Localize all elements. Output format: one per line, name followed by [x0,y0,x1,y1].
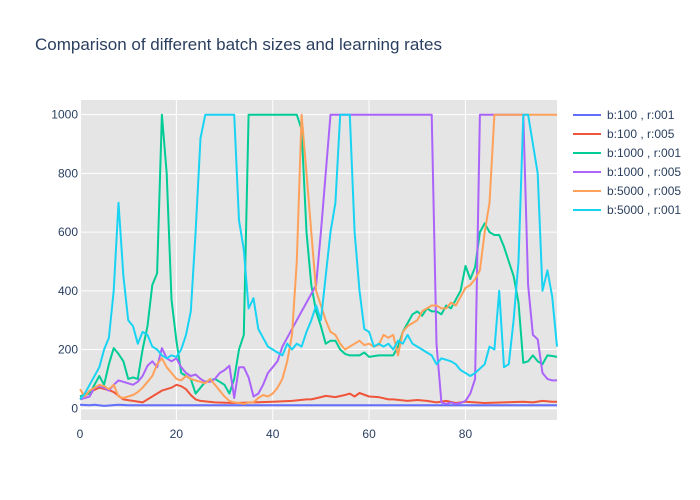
x-tick-label: 40 [266,427,280,441]
legend-item[interactable]: b:5000 , r:001 [573,203,681,217]
legend-item[interactable]: b:100 , r:001 [573,108,675,122]
y-tick-label: 600 [58,225,78,239]
series-line-b-5000-r-001 [79,113,558,401]
legend-label: b:5000 , r:005 [607,184,681,198]
y-tick-label: 800 [58,166,78,180]
grid-lines [79,100,557,420]
y-tick-label: 200 [58,343,78,357]
legend-label: b:100 , r:001 [607,108,675,122]
legend-item[interactable]: b:1000 , r:005 [573,165,681,179]
legend-label: b:100 , r:005 [607,127,675,141]
chart-title: Comparison of different batch sizes and … [35,35,442,54]
y-axis: 0 200 400 600 800 1000 [51,108,78,416]
y-tick-label: 1000 [51,108,78,122]
legend-label: b:1000 , r:005 [607,165,681,179]
legend-label: b:1000 , r:001 [607,146,681,160]
series-line-b-100-r-001 [79,403,557,407]
legend-item[interactable]: b:5000 , r:005 [573,184,681,198]
x-tick-label: 0 [77,427,84,441]
series-line-b-1000-r-001 [79,113,558,398]
legend-item[interactable]: b:1000 , r:001 [573,146,681,160]
y-tick-label: 0 [71,401,78,415]
y-tick-label: 400 [58,284,78,298]
legend-item[interactable]: b:100 , r:005 [573,127,675,141]
x-axis: 0 20 40 60 80 [77,427,473,441]
series-line-b-1000-r-005 [79,113,557,405]
x-tick-label: 60 [362,427,376,441]
series-lines [79,113,558,407]
x-tick-label: 80 [459,427,473,441]
legend[interactable]: b:100 , r:001 b:100 , r:005 b:1000 , r:001… [573,108,681,217]
x-tick-label: 20 [170,427,184,441]
legend-label: b:5000 , r:001 [607,203,681,217]
